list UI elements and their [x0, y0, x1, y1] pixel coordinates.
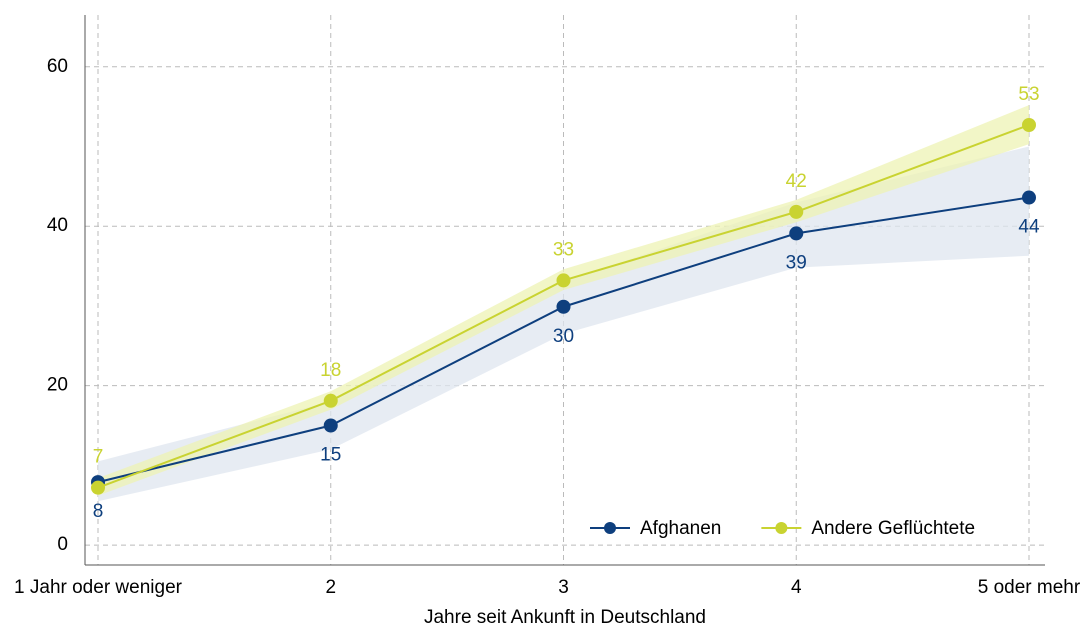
- data-label: 8: [93, 501, 104, 522]
- point: [789, 204, 804, 219]
- data-label: 15: [320, 445, 341, 466]
- point: [789, 226, 804, 241]
- data-label: 7: [93, 447, 104, 468]
- data-label: 44: [1018, 217, 1040, 238]
- x-tick-label: 5 oder mehr: [978, 577, 1081, 598]
- legend-label: Afghanen: [640, 518, 721, 539]
- data-label: 42: [786, 171, 807, 192]
- point: [1022, 118, 1036, 132]
- legend-marker: [775, 522, 788, 534]
- point: [1022, 190, 1036, 205]
- point: [323, 393, 338, 408]
- x-axis-title: Jahre seit Ankunft in Deutschland: [424, 607, 706, 628]
- data-label: 30: [553, 326, 574, 347]
- legend-label: Andere Geflüchtete: [811, 518, 975, 539]
- data-label: 39: [786, 252, 807, 273]
- point: [323, 418, 338, 433]
- y-tick-label: 40: [47, 215, 68, 236]
- x-tick-label: 1 Jahr oder weniger: [14, 577, 183, 598]
- x-tick-label: 3: [558, 577, 569, 598]
- x-tick-label: 4: [791, 577, 802, 598]
- y-tick-label: 20: [47, 375, 68, 396]
- legend-marker: [604, 522, 616, 534]
- point: [556, 299, 571, 314]
- point: [91, 480, 105, 495]
- point: [556, 273, 571, 288]
- data-label: 18: [320, 360, 341, 381]
- y-tick-label: 0: [57, 534, 68, 555]
- y-tick-label: 60: [47, 56, 68, 77]
- x-tick-label: 2: [325, 577, 336, 598]
- data-label: 33: [553, 239, 574, 260]
- data-label: 53: [1018, 84, 1039, 105]
